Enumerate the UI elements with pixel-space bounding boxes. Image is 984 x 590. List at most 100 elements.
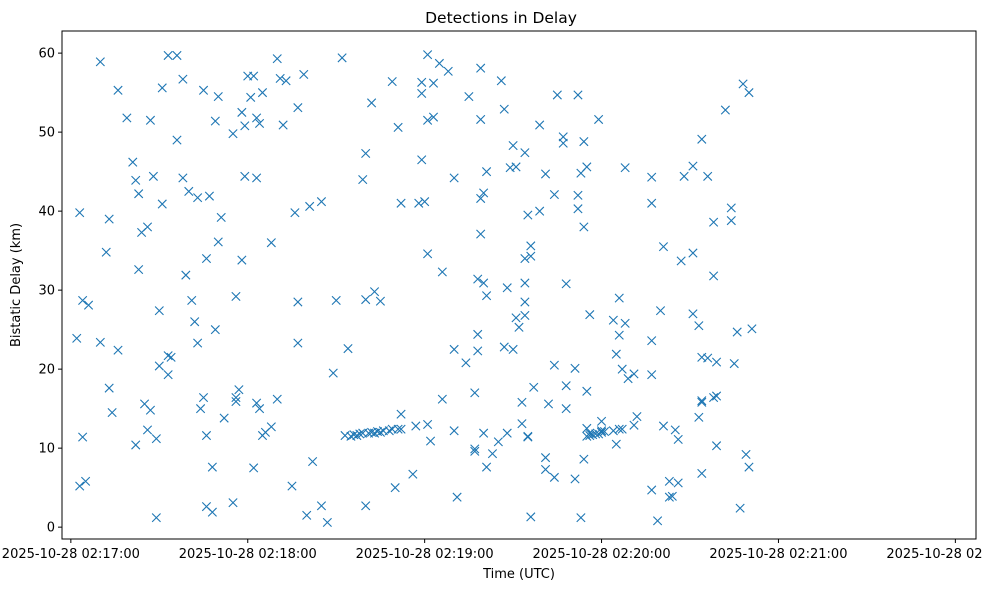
data-point-marker xyxy=(290,208,300,218)
data-point-marker xyxy=(667,491,677,501)
data-point-marker xyxy=(198,392,209,403)
data-point-marker xyxy=(369,287,380,297)
data-point-marker xyxy=(523,431,533,441)
data-point-marker xyxy=(664,476,674,486)
data-point-marker xyxy=(549,189,559,200)
data-point-marker xyxy=(252,113,262,123)
data-point-marker xyxy=(393,122,403,132)
data-point-marker xyxy=(582,386,592,396)
data-point-marker xyxy=(514,322,524,332)
data-point-marker xyxy=(709,217,719,227)
data-point-marker xyxy=(502,283,512,293)
data-point-marker xyxy=(240,121,250,131)
data-point-marker xyxy=(131,440,141,450)
data-point-marker xyxy=(579,454,589,464)
data-point-marker xyxy=(207,462,217,472)
data-point-marker xyxy=(470,444,480,454)
data-point-marker xyxy=(423,419,433,430)
data-point-marker xyxy=(549,360,559,370)
data-point-marker xyxy=(387,76,397,87)
data-point-marker xyxy=(193,338,203,348)
data-point-marker xyxy=(266,238,276,248)
data-point-marker xyxy=(252,173,262,183)
data-point-marker xyxy=(193,193,203,203)
data-point-marker xyxy=(142,222,153,232)
data-point-marker xyxy=(331,295,341,305)
data-point-marker xyxy=(558,138,568,148)
data-point-marker xyxy=(697,134,707,144)
data-point-marker xyxy=(166,352,176,362)
data-point-marker xyxy=(443,66,453,76)
data-point-marker xyxy=(535,206,545,216)
data-point-marker xyxy=(476,193,486,204)
data-point-marker xyxy=(511,162,521,172)
data-point-marker xyxy=(508,140,518,151)
data-point-marker xyxy=(520,297,530,307)
data-point-marker xyxy=(476,114,486,125)
data-point-marker xyxy=(499,342,509,352)
data-point-marker xyxy=(655,306,666,316)
data-point-marker xyxy=(423,115,433,125)
data-point-marker xyxy=(664,492,674,502)
data-point-marker xyxy=(596,416,607,426)
data-point-marker xyxy=(151,434,161,444)
data-point-marker xyxy=(234,385,244,395)
data-point-marker xyxy=(617,364,627,374)
data-point-marker xyxy=(417,77,427,87)
y-tick-label: 40 xyxy=(38,205,55,220)
data-point-marker xyxy=(154,361,164,371)
data-point-marker xyxy=(676,256,686,266)
data-point-marker xyxy=(529,382,539,392)
data-point-marker xyxy=(172,135,182,145)
data-point-marker xyxy=(375,427,386,437)
data-point-marker xyxy=(479,278,489,288)
data-point-marker xyxy=(481,291,492,301)
data-point-marker xyxy=(107,408,117,418)
data-point-marker xyxy=(596,427,607,437)
chart-title: Detections in Delay xyxy=(425,9,577,27)
data-point-marker xyxy=(658,242,669,252)
data-point-marker xyxy=(729,359,739,369)
data-point-marker xyxy=(652,516,663,526)
data-point-marker xyxy=(249,71,259,81)
data-point-marker xyxy=(526,512,536,522)
data-point-marker xyxy=(673,434,683,445)
data-point-marker xyxy=(201,253,212,264)
data-point-marker xyxy=(632,411,642,422)
data-point-marker xyxy=(113,345,123,355)
data-point-marker xyxy=(252,398,262,408)
data-point-marker xyxy=(596,426,607,436)
data-point-marker xyxy=(104,214,114,224)
data-point-marker xyxy=(148,171,158,181)
data-point-marker xyxy=(213,91,223,102)
data-point-marker xyxy=(711,441,722,451)
data-point-marker xyxy=(157,83,167,93)
data-point-marker xyxy=(78,432,88,442)
data-point-marker xyxy=(293,103,303,113)
data-point-marker xyxy=(473,346,483,356)
data-point-marker xyxy=(231,291,241,302)
data-point-marker xyxy=(428,78,439,88)
data-point-marker xyxy=(611,349,621,359)
data-point-marker xyxy=(293,338,303,348)
data-point-marker xyxy=(709,392,719,403)
data-point-marker xyxy=(493,437,503,447)
data-point-marker xyxy=(154,306,164,316)
data-point-marker xyxy=(237,255,247,265)
data-point-marker xyxy=(697,396,707,406)
data-point-marker xyxy=(573,204,583,214)
data-point-marker xyxy=(629,420,639,430)
data-point-marker xyxy=(614,330,624,340)
data-point-marker xyxy=(535,120,545,130)
data-point-marker xyxy=(390,483,400,493)
data-point-marker xyxy=(679,171,689,181)
data-point-marker xyxy=(414,198,424,208)
data-point-marker xyxy=(720,105,730,115)
data-point-marker xyxy=(561,381,571,391)
data-point-marker xyxy=(287,481,297,491)
data-point-marker xyxy=(396,424,406,434)
data-point-marker xyxy=(207,507,217,517)
data-point-marker xyxy=(134,189,144,199)
data-point-marker xyxy=(464,91,474,102)
data-point-marker xyxy=(573,190,583,200)
